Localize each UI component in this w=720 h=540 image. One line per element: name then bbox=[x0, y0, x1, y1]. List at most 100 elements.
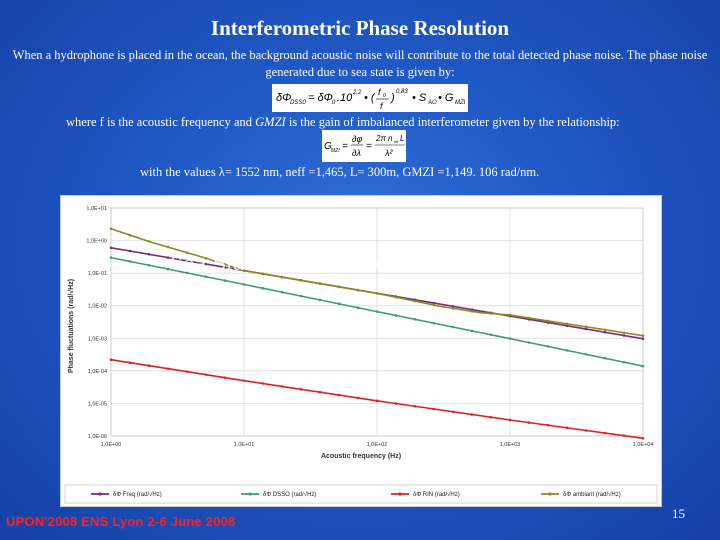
series-point bbox=[166, 256, 170, 259]
series-point bbox=[261, 272, 265, 276]
series-point bbox=[584, 429, 588, 432]
series-point bbox=[470, 413, 474, 416]
series-point bbox=[223, 279, 227, 282]
svg-text:f: f bbox=[380, 101, 384, 111]
x-axis-label: Acoustic frequency (Hz) bbox=[321, 453, 401, 460]
series-point bbox=[128, 260, 132, 263]
series-point bbox=[394, 295, 398, 299]
svg-text:δΦ: δΦ bbox=[276, 92, 291, 104]
x-tick-label: 1,0E+00 bbox=[101, 442, 122, 448]
svg-text:): ) bbox=[389, 92, 395, 104]
series-lines bbox=[109, 227, 645, 440]
series-point bbox=[204, 373, 208, 376]
svg-text:• S: • S bbox=[412, 92, 427, 104]
chart-svg: 1,0E+01 1,0E+00 1,0E-01 1,0E-02 1,0E-03 1,0E-… bbox=[64, 206, 658, 504]
series-point bbox=[584, 327, 588, 331]
series-point bbox=[451, 410, 455, 414]
series-point bbox=[489, 312, 493, 315]
formula-explanation: where f is the acoustic frequency and GM… bbox=[66, 115, 620, 130]
series-point bbox=[204, 275, 208, 279]
series-point bbox=[432, 301, 436, 305]
chart-grid bbox=[110, 207, 644, 437]
series-point bbox=[299, 294, 303, 298]
series-point bbox=[584, 353, 588, 356]
series-point bbox=[204, 256, 208, 260]
svg-text:.10: .10 bbox=[337, 92, 353, 104]
x-tick-label: 1,0E+04 bbox=[633, 442, 654, 448]
series-point bbox=[242, 283, 246, 286]
series-point bbox=[603, 328, 607, 332]
series-point bbox=[185, 271, 189, 275]
line2-prefix: where f is the acoustic frequency and bbox=[66, 115, 256, 129]
svg-text:=: = bbox=[342, 141, 348, 152]
series-point bbox=[337, 285, 341, 289]
series-point bbox=[413, 318, 417, 321]
series-point bbox=[641, 334, 645, 338]
series-point bbox=[641, 364, 645, 368]
series-point bbox=[470, 308, 474, 311]
series-point bbox=[318, 282, 322, 285]
series-point bbox=[470, 310, 474, 313]
series-point bbox=[337, 393, 341, 397]
series-point bbox=[318, 390, 322, 394]
series-point bbox=[565, 349, 569, 352]
series-point bbox=[375, 292, 379, 295]
y-tick-label: 1,0E+01 bbox=[86, 206, 107, 212]
series-point bbox=[299, 388, 303, 391]
x-tick-label: 1,0E+01 bbox=[234, 442, 255, 448]
series-point bbox=[147, 253, 151, 256]
x-tick-label: 1,0E+02 bbox=[367, 442, 388, 448]
svg-text:eff: eff bbox=[394, 139, 399, 144]
sea-state-noise-formula: δΦ DSS0 = δΦ 0 .10 2,2 • ( f 0 f ) 0,83 … bbox=[272, 84, 468, 112]
svg-text:∂φ: ∂φ bbox=[352, 134, 362, 144]
series-point bbox=[337, 302, 341, 306]
series-point bbox=[432, 303, 436, 307]
line2-suffix: is the gain of imbalanced interferometer… bbox=[285, 115, 620, 129]
svg-text:0,83: 0,83 bbox=[396, 89, 408, 95]
x-tick-labels: 1,0E+00 1,0E+01 1,0E+02 1,0E+03 1,0E+04 bbox=[101, 442, 654, 448]
series-point bbox=[223, 263, 227, 266]
chart-legend: δΦ Freq (rad/√Hz) δΦ DSSO (rad/√Hz) δΦ RIN… bbox=[91, 491, 621, 498]
phase-noise-chart: 1,0E+01 1,0E+00 1,0E-01 1,0E-02 1,0E-03 1,0E-… bbox=[60, 195, 662, 507]
series-point bbox=[432, 321, 436, 325]
y-tick-label: 1,0E-01 bbox=[88, 271, 107, 277]
slide-title: Interferometric Phase Resolution bbox=[210, 16, 510, 40]
series-point bbox=[375, 399, 379, 403]
legend-label: δΦ DSSO (rad/√Hz) bbox=[263, 491, 316, 498]
series-point bbox=[489, 333, 493, 337]
series-point bbox=[413, 405, 417, 408]
series-point bbox=[128, 233, 132, 237]
svg-text:• G: • G bbox=[438, 92, 454, 104]
series-point bbox=[299, 279, 303, 282]
series-point bbox=[565, 322, 569, 326]
svg-text:0: 0 bbox=[383, 93, 386, 99]
series-point bbox=[147, 364, 151, 367]
intro-paragraph: When a hydrophone is placed in the ocean… bbox=[12, 48, 708, 79]
svg-text:2,2: 2,2 bbox=[352, 90, 362, 96]
series-point bbox=[109, 358, 113, 362]
series-point bbox=[166, 245, 170, 249]
legend-marker bbox=[398, 492, 402, 496]
legend-box bbox=[64, 484, 658, 504]
series-point bbox=[527, 341, 531, 344]
conference-footer: UPON'2008 ENS Lyon 2-6 June 2008 bbox=[6, 514, 236, 529]
series-point bbox=[185, 251, 189, 254]
formula-1-svg: δΦ DSS0 = δΦ 0 .10 2,2 • ( f 0 f ) 0,83 … bbox=[276, 87, 466, 111]
series-point bbox=[546, 345, 550, 348]
legend-label: δΦ Freq (rad/√Hz) bbox=[113, 491, 162, 498]
series-point bbox=[622, 331, 626, 335]
series-point bbox=[185, 370, 189, 373]
legend-marker bbox=[98, 492, 102, 496]
series-point bbox=[622, 334, 626, 337]
series-point bbox=[261, 382, 265, 385]
series-point bbox=[565, 324, 569, 328]
svg-text:G: G bbox=[324, 141, 332, 152]
legend-label: δΦ ambiant (rad/√Hz) bbox=[563, 491, 621, 498]
series-point bbox=[508, 418, 512, 422]
svg-text:λ²: λ² bbox=[384, 148, 393, 158]
line2-gmzi: GMZI bbox=[255, 115, 286, 129]
series-point bbox=[318, 298, 322, 302]
series-point bbox=[375, 310, 379, 313]
series-point bbox=[470, 329, 474, 333]
series-point bbox=[280, 275, 284, 279]
